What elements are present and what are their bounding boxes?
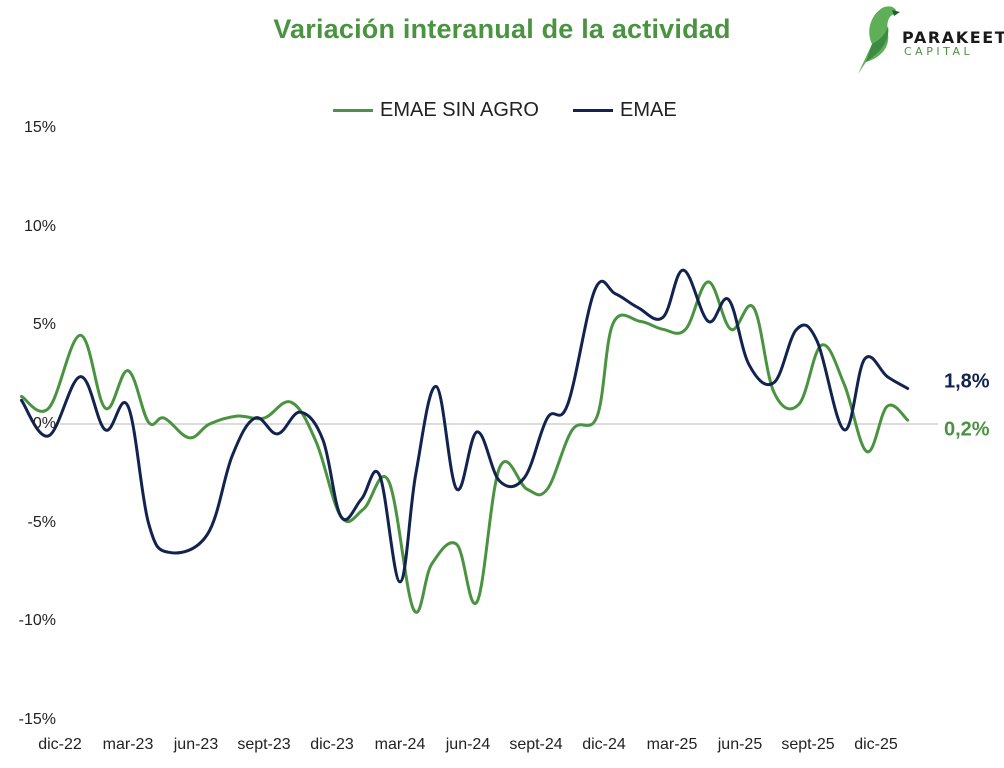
brand-logo: PARAKEET CAPITAL <box>852 4 1004 76</box>
series-line-emae <box>20 268 910 584</box>
y-tick-label: 0% <box>32 415 56 432</box>
x-tick-label: mar-24 <box>374 736 426 753</box>
x-tick-label: sept-25 <box>781 736 835 753</box>
legend-item-emae: EMAE <box>573 96 677 124</box>
legend-swatch-emae-sin-agro <box>333 108 373 112</box>
x-tick-label: jun-24 <box>445 736 491 753</box>
series-line-emae-sin-agro <box>20 280 910 614</box>
parakeet-icon <box>858 6 900 74</box>
last-value-label-emae-sin-agro: 0,2% <box>944 418 990 441</box>
legend-swatch-emae <box>573 108 613 112</box>
x-tick-label: jun-23 <box>173 736 219 753</box>
y-tick-label: -5% <box>27 513 56 531</box>
legend-label-emae-sin-agro: EMAE SIN AGRO <box>380 98 539 121</box>
brand-tagline: CAPITAL <box>904 45 974 58</box>
x-tick-label: jun-25 <box>717 736 763 753</box>
x-tick-label: dic-22 <box>38 736 82 753</box>
x-tick-label: sept-23 <box>237 736 291 753</box>
x-tick-label: mar-23 <box>102 736 154 753</box>
y-tick-label: -15% <box>18 711 56 728</box>
x-tick-label: mar-25 <box>646 736 698 753</box>
chart-title: Variación interanual de la actividad <box>273 14 731 44</box>
x-tick-label: dic-25 <box>854 736 898 753</box>
x-tick-label: dic-24 <box>582 736 626 753</box>
brand-name: PARAKEET <box>902 28 1004 47</box>
y-tick-label: 15% <box>23 119 56 136</box>
legend-item-emae-sin-agro: EMAE SIN AGRO <box>333 96 539 124</box>
y-tick-label: 5% <box>32 316 56 334</box>
x-tick-label: sept-24 <box>509 736 563 753</box>
last-value-label-emae: 1,8% <box>944 370 990 393</box>
legend-label-emae: EMAE <box>620 98 677 121</box>
chart-legend: EMAE SIN AGRO EMAE <box>0 96 1004 124</box>
x-tick-label: dic-23 <box>310 736 354 753</box>
y-tick-label: -10% <box>18 612 56 630</box>
y-tick-label: 10% <box>23 217 56 235</box>
series-layer <box>20 268 910 614</box>
